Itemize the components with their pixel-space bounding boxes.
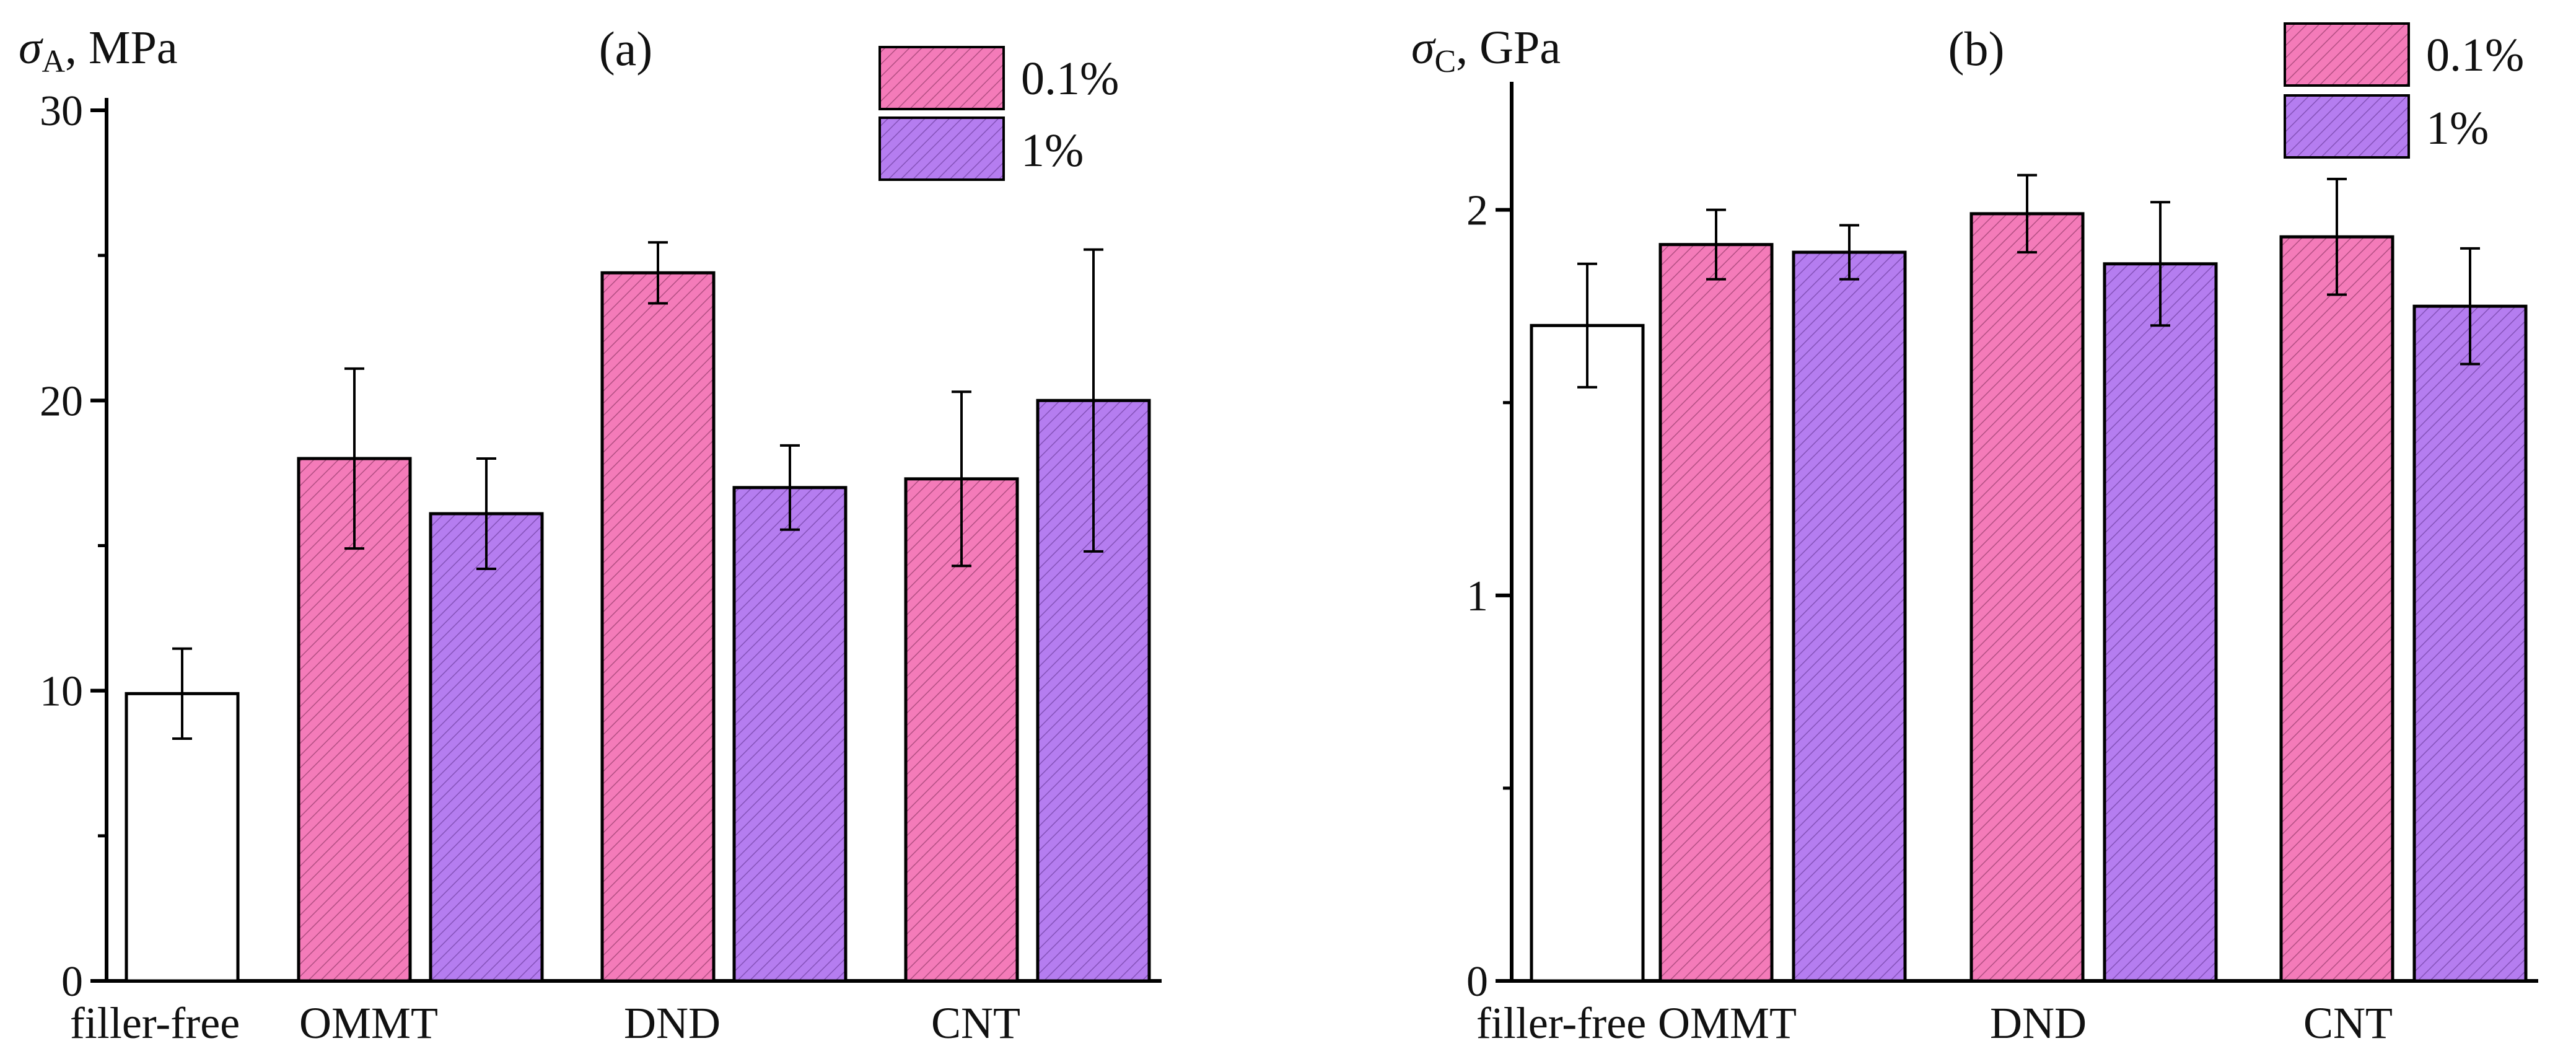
y-tick-label-a-2: 20 (40, 377, 83, 425)
y-axis-unit-a: , MPa (65, 22, 178, 74)
y-tick-label-a-0: 0 (61, 958, 83, 1006)
category-label-a-0: filler-free (70, 998, 240, 1048)
category-label-a-2: DND (624, 998, 721, 1048)
legend-a: 0.1% 1% (878, 46, 1119, 181)
y-tick-label-a-1: 10 (40, 668, 83, 716)
bar-a-dnd-s0 (600, 271, 716, 983)
y-axis-symbol-b: σ (1411, 22, 1436, 74)
legend-swatch-0-1pct-a (878, 46, 1005, 110)
category-label-b-3: CNT (2303, 998, 2393, 1048)
y-tick-label-a-3: 30 (40, 87, 83, 135)
bar-a-ommt-s1 (429, 512, 544, 983)
legend-label-0-1pct-b: 0.1% (2426, 29, 2524, 81)
legend-label-0-1pct-a: 0.1% (1021, 53, 1119, 105)
legend-swatch-0-1pct-b (2284, 22, 2410, 87)
bar-b-cnt-s0 (2279, 235, 2394, 983)
y-axis-symbol-a: σ (19, 22, 43, 74)
legend-swatch-1pct-a (878, 116, 1005, 181)
category-label-b-1: OMMT (1658, 998, 1797, 1048)
y-tick-label-b-0: 0 (1466, 958, 1488, 1006)
y-axis-label-b: σC, GPa (1411, 22, 1561, 79)
legend-label-1pct-b: 1% (2426, 102, 2489, 154)
bar-b-filler-free (1530, 323, 1645, 983)
axes-a: 0 10 20 30 filler-free OMMT DND CNT (40, 87, 1162, 1048)
y-tick-label-b-2: 2 (1466, 187, 1488, 235)
bar-a-filler-free (125, 692, 240, 983)
y-axis-label-a: σA, MPa (19, 22, 178, 79)
category-label-a-3: CNT (931, 998, 1020, 1048)
category-label-a-1: OMMT (299, 998, 438, 1048)
panel-b: σC, GPa (b) 0 1 2 filler-free OMMT DND CNT 0.1… (1411, 22, 2538, 1048)
bar-b-ommt-s1 (1792, 250, 1907, 983)
bar-b-dnd-s1 (2103, 262, 2218, 983)
panel-a: σA, MPa (a) 0 10 20 30 filler-free OMMT DND CNT… (19, 22, 1162, 1048)
bars-a (125, 241, 1151, 983)
bar-b-ommt-s0 (1658, 243, 1774, 983)
y-tick-label-b-1: 1 (1466, 573, 1488, 620)
legend-b: 0.1% 1% (2284, 22, 2524, 159)
y-axis-unit-b: , GPa (1456, 22, 1561, 74)
legend-swatch-1pct-b (2284, 94, 2410, 159)
legend-label-1pct-a: 1% (1021, 125, 1084, 177)
bars-b (1530, 174, 2528, 983)
panel-label-b: (b) (1948, 22, 2005, 76)
category-label-b-2: DND (1990, 998, 2087, 1048)
y-axis-subscript-a: A (42, 44, 65, 79)
bar-b-cnt-s1 (2412, 304, 2528, 983)
bar-a-dnd-s1 (732, 486, 848, 983)
y-axis-subscript-b: C (1434, 44, 1456, 79)
bar-b-dnd-s0 (1969, 212, 2085, 983)
panel-label-a: (a) (599, 22, 653, 76)
category-label-b-0: filler-free (1476, 998, 1646, 1048)
